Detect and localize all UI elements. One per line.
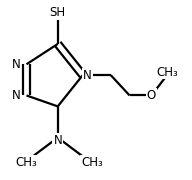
Text: CH₃: CH₃ xyxy=(81,156,103,169)
Text: SH: SH xyxy=(50,6,66,19)
Text: CH₃: CH₃ xyxy=(156,66,178,78)
Text: CH₃: CH₃ xyxy=(16,156,37,169)
Text: N: N xyxy=(12,89,20,102)
Text: O: O xyxy=(147,89,156,102)
Text: N: N xyxy=(53,134,62,147)
Text: N: N xyxy=(83,69,92,82)
Text: N: N xyxy=(12,58,20,71)
